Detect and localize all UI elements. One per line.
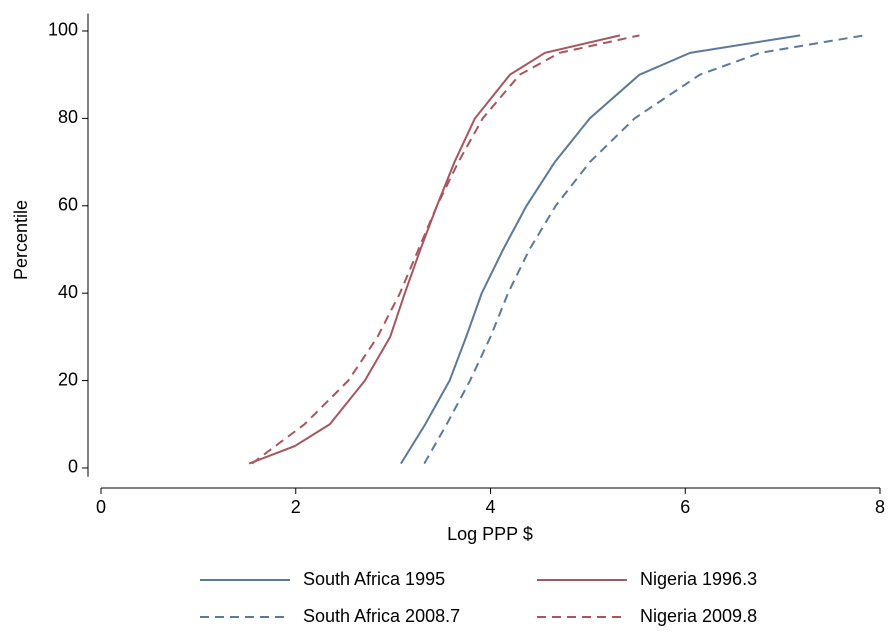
series-line [251, 34, 640, 465]
y-tick-label: 60 [58, 195, 78, 215]
legend-label: South Africa 1995 [303, 569, 445, 589]
series-line [423, 34, 865, 465]
series-line [248, 34, 621, 465]
x-tick-label: 6 [680, 497, 690, 517]
x-axis-title: Log PPP $ [447, 524, 533, 544]
y-tick-label: 40 [58, 282, 78, 302]
y-tick-label: 80 [58, 107, 78, 127]
series-line [400, 34, 801, 465]
y-tick-label: 0 [68, 457, 78, 477]
x-tick-label: 8 [875, 497, 885, 517]
legend-label: South Africa 2008.7 [303, 606, 460, 626]
y-tick-label: 100 [48, 20, 78, 40]
x-tick-label: 2 [291, 497, 301, 517]
legend-label: Nigeria 1996.3 [640, 569, 757, 589]
x-tick-label: 4 [485, 497, 495, 517]
x-tick-label: 0 [96, 497, 106, 517]
y-tick-label: 20 [58, 369, 78, 389]
y-axis-title: Percentile [11, 200, 31, 280]
legend-label: Nigeria 2009.8 [640, 606, 757, 626]
